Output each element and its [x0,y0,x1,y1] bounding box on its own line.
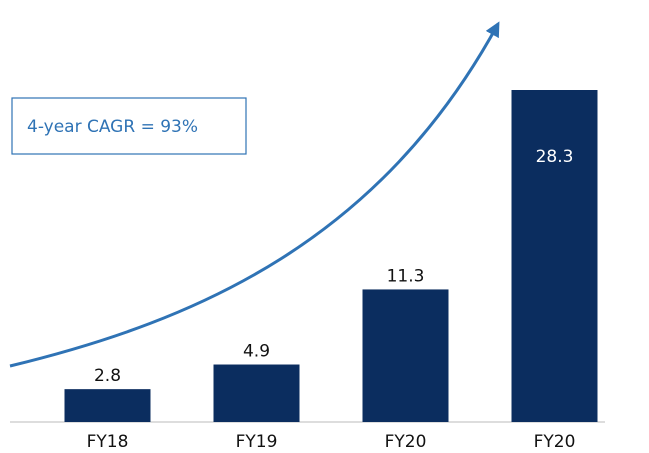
value-label: 11.3 [387,266,425,286]
bar [213,364,300,422]
bar [64,389,151,422]
x-tick-label: FY19 [236,432,278,452]
value-label: 4.9 [243,342,270,362]
bar [362,289,449,422]
x-tick-label: FY18 [87,432,129,452]
value-label: 2.8 [94,366,121,386]
annotation: 4-year CAGR = 93% [27,117,198,137]
x-tick-label: FY20 [534,432,576,452]
annotation-box [11,97,247,155]
growth-arrow [9,21,500,368]
bar [511,90,598,422]
x-tick-label: FY20 [385,432,427,452]
value-label: 28.3 [536,147,574,167]
